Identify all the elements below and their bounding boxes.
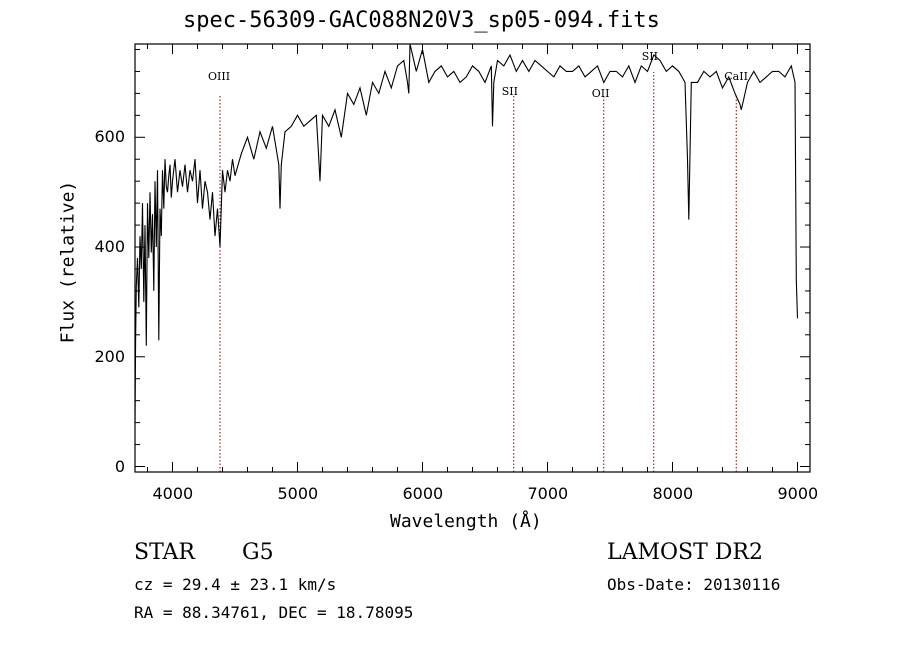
x-axis-label: Wavelength (Å) <box>390 511 542 532</box>
marker-label: SII <box>641 50 658 63</box>
marker-label: OIII <box>208 70 231 83</box>
y-tick-label: 400 <box>94 237 125 257</box>
x-tick-label: 9000 <box>777 484 819 503</box>
x-tick-label: 4000 <box>152 484 194 503</box>
y-tick-label: 200 <box>94 346 125 366</box>
marker-label: SII <box>501 85 518 98</box>
observation-date: Obs-Date: 20130116 <box>607 575 781 594</box>
x-tick-label: 6000 <box>402 484 444 503</box>
x-tick-label: 5000 <box>277 484 319 503</box>
coordinates-text: RA = 88.34761, DEC = 18.78095 <box>134 603 414 622</box>
axis-ticks <box>135 44 810 472</box>
y-tick-label: 600 <box>94 127 125 147</box>
x-tick-label: 8000 <box>652 484 694 503</box>
object-class: STAR <box>134 540 195 565</box>
plot-frame <box>134 43 811 473</box>
marker-label: OII <box>591 87 610 100</box>
object-subclass: G5 <box>242 540 274 565</box>
spectrum-series-line <box>134 43 799 423</box>
redshift-text: cz = 29.4 ± 23.1 km/s <box>134 575 337 594</box>
marker-lines <box>219 72 737 472</box>
marker-label: CaII <box>724 70 748 83</box>
chart-title: spec-56309-GAC088N20V3_sp05-094.fits <box>183 8 660 33</box>
x-tick-label: 7000 <box>527 484 569 503</box>
y-axis-label: Flux (relative) <box>57 180 79 344</box>
survey-name: LAMOST DR2 <box>607 540 763 565</box>
y-tick-label: 0 <box>114 456 125 476</box>
